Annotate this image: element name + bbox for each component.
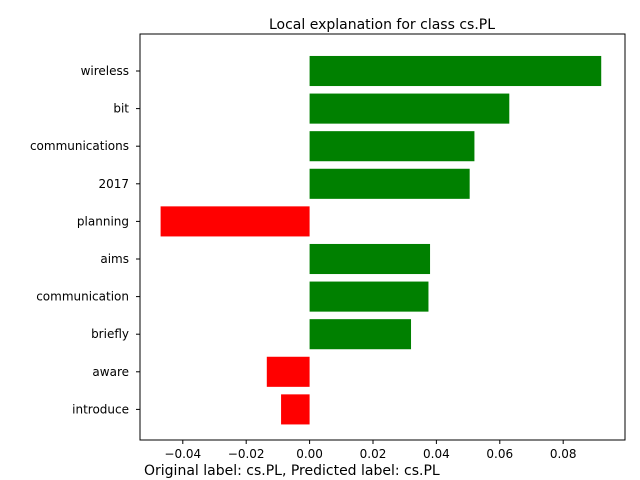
y-tick-label: planning bbox=[77, 214, 129, 228]
x-tick-label: 0.04 bbox=[423, 447, 450, 461]
x-tick-label: 0.06 bbox=[486, 447, 513, 461]
x-tick-label: −0.02 bbox=[228, 447, 265, 461]
y-tick-label: bit bbox=[113, 102, 129, 116]
bar-aware bbox=[266, 356, 310, 387]
bar-briefly bbox=[309, 319, 412, 350]
bars bbox=[160, 55, 602, 425]
x-tick-label: 0.08 bbox=[550, 447, 577, 461]
bar-aims bbox=[309, 243, 431, 275]
bar-communications bbox=[309, 131, 475, 162]
x-axis-ticks: −0.04 −0.02 0.00 0.02 0.04 0.06 0.08 bbox=[164, 440, 577, 461]
plot-frame bbox=[139, 33, 626, 441]
y-tick-label: aims bbox=[100, 252, 129, 266]
y-tick-label: wireless bbox=[81, 64, 129, 78]
x-tick-label: −0.04 bbox=[164, 447, 201, 461]
y-axis-ticks: wireless bit communications 2017 planning aim… bbox=[30, 64, 140, 416]
y-tick-label: aware bbox=[92, 365, 129, 379]
y-tick-label: 2017 bbox=[98, 177, 129, 191]
footer-label: Original label: cs.PL, Predicted label: … bbox=[144, 463, 440, 479]
bar-introduce bbox=[281, 394, 310, 425]
y-tick-label: communication bbox=[36, 290, 129, 304]
y-tick-label: introduce bbox=[72, 402, 129, 416]
y-tick-label: communications bbox=[30, 139, 129, 153]
y-tick-label: briefly bbox=[91, 327, 129, 341]
bar-planning bbox=[160, 206, 310, 237]
bar-wireless bbox=[309, 55, 602, 87]
x-tick-label: 0.00 bbox=[296, 447, 323, 461]
bar-bit bbox=[309, 93, 510, 124]
chart-title: Local explanation for class cs.PL bbox=[269, 17, 495, 33]
bar-communication bbox=[309, 281, 429, 312]
bar-2017 bbox=[309, 168, 470, 199]
x-tick-label: 0.02 bbox=[360, 447, 387, 461]
